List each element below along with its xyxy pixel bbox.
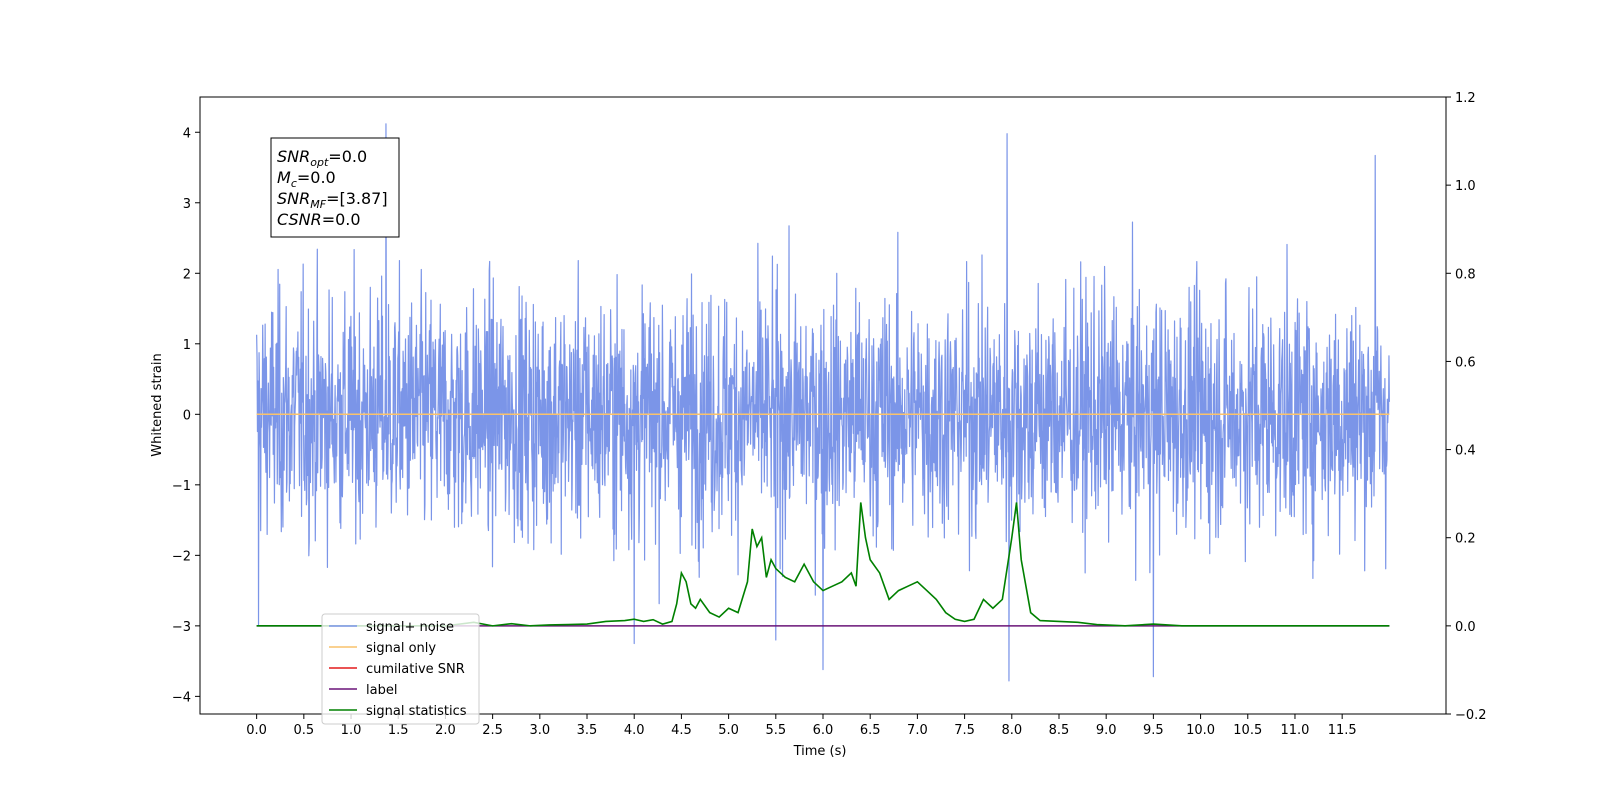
x-tick-label: 1.0 [341,723,362,738]
legend-label: label [366,683,397,698]
y2-tick-label: 1.2 [1455,91,1476,106]
x-tick-label: 8.5 [1049,723,1070,738]
y2-tick-label: 0.6 [1455,355,1476,370]
y-tick-label: −2 [172,549,191,564]
legend: signal+ noise signal only cumilative SNR la… [321,613,480,725]
x-axis-label: Time (s) [793,744,847,759]
y2-tick-label: 1.0 [1455,179,1476,194]
x-axis: 0.0 0.5 1.0 1.5 2.0 2.5 3.0 3.5 4.0 4.5 5.0 5.5 6.0 6… [246,714,1357,738]
x-tick-label: 9.5 [1143,723,1164,738]
y2-tick-label: −0.2 [1455,708,1487,723]
x-tick-label: 9.0 [1096,723,1117,738]
x-tick-label: 3.0 [529,723,550,738]
x-tick-label: 0.0 [246,723,267,738]
y-tick-label: 1 [183,338,191,353]
x-tick-label: 8.0 [1001,723,1022,738]
x-tick-label: 2.0 [435,723,456,738]
legend-label: signal statistics [366,704,467,719]
y-tick-label: −3 [172,620,191,635]
x-tick-label: 7.5 [954,723,975,738]
x-tick-label: 6.5 [860,723,881,738]
annotation-line: CSNR=0.0 [277,210,361,229]
x-tick-label: 11.5 [1328,723,1357,738]
annotation-line: SNRMF=[3.87] [277,189,388,211]
annotation-line: Mc=0.0 [277,168,336,190]
legend-frame [321,613,480,725]
y2-tick-label: 0.0 [1455,620,1476,635]
series-line-signal-statistics [256,502,1390,627]
y-tick-label: 3 [183,197,191,212]
y-axis-label: Whitened strain [150,353,165,456]
y-tick-label: 2 [183,267,191,282]
noise-series-line [256,123,1390,682]
legend-label: signal only [366,641,436,656]
y-tick-label: 0 [183,408,191,423]
legend-label: cumilative SNR [366,662,465,677]
y-tick-label: −4 [172,690,191,705]
x-tick-label: 10.5 [1233,723,1262,738]
y2-tick-label: 0.8 [1455,267,1476,282]
x-tick-label: 7.0 [907,723,928,738]
x-tick-label: 5.0 [718,723,739,738]
x-tick-label: 4.5 [671,723,692,738]
y2-tick-label: 0.2 [1455,532,1476,547]
x-tick-label: 3.5 [577,723,598,738]
y2-tick-label: 0.4 [1455,444,1476,459]
x-tick-label: 11.0 [1280,723,1309,738]
x-tick-label: 1.5 [388,723,409,738]
y-axis: −4 −3 −2 −1 0 1 2 3 4 [172,126,200,705]
y2-axis: −0.2 0.0 0.2 0.4 0.6 0.8 1.0 1.2 [1446,91,1487,723]
y-tick-label: 4 [183,126,191,141]
x-tick-label: 6.0 [813,723,834,738]
x-tick-label: 0.5 [293,723,314,738]
x-tick-label: 5.5 [765,723,786,738]
x-tick-label: 2.5 [482,723,503,738]
noise-series-layer [256,123,1390,682]
annotation-line: SNRopt=0.0 [277,147,367,169]
x-tick-label: 4.0 [624,723,645,738]
x-tick-label: 10.0 [1186,723,1215,738]
legend-label: signal+ noise [366,620,454,635]
annotation-frame [270,137,400,238]
y-tick-label: −1 [172,479,191,494]
